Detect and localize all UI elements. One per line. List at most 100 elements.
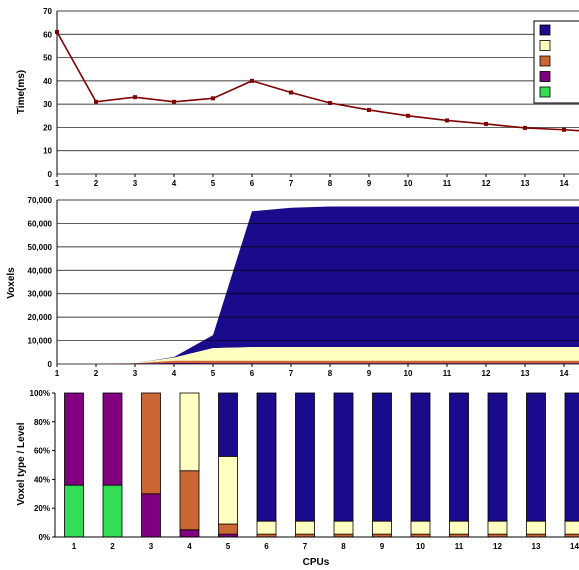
bar-segment-level2 (564, 520, 579, 535)
x-tick-label: 9 (367, 369, 372, 378)
bar-segment-level5 (102, 484, 123, 538)
y-tick-label: 20 (43, 123, 52, 132)
bar-segment-level5 (64, 484, 84, 538)
data-point (484, 121, 488, 126)
data-point (250, 78, 254, 83)
x-tick-label: 10 (404, 179, 413, 188)
y-tick-label: 0% (38, 533, 50, 542)
legend-swatch (539, 24, 551, 36)
y-tick-label: 20,000 (28, 313, 53, 322)
legend-swatch (539, 86, 551, 98)
x-tick-label: 12 (493, 542, 502, 551)
cpus-xlabel: CPUs (303, 557, 330, 568)
x-tick-label: 9 (380, 542, 385, 551)
area-level1 (57, 206, 579, 364)
x-tick-label: 5 (211, 179, 216, 188)
series-line (56, 31, 579, 132)
x-tick-label: 11 (443, 369, 452, 378)
bar-segment-level1 (564, 392, 579, 522)
x-tick-label: 3 (133, 369, 138, 378)
data-point (94, 99, 98, 104)
bar-segment-level2 (256, 520, 277, 535)
x-tick-label: 6 (264, 542, 269, 551)
bar-segment-level2 (218, 455, 238, 525)
x-tick-label: 3 (133, 179, 138, 188)
x-tick-label: 3 (149, 542, 154, 551)
data-point (211, 96, 215, 101)
legend (533, 20, 579, 104)
bar-segment-level1 (295, 392, 315, 522)
voxels-area-chart: 0 10,000 20,000 30,000 40,000 50,000 60,000 70,… (28, 196, 579, 378)
x-tick-label: 6 (250, 369, 255, 378)
y-tick-label: 10 (43, 147, 52, 156)
bar-segment-level1 (410, 392, 431, 522)
y-tick-label: 60% (34, 447, 50, 456)
x-tick-label: 2 (94, 369, 99, 378)
bar-segment-level2 (449, 520, 469, 535)
x-tick-label: 13 (521, 369, 530, 378)
x-tick-label: 8 (328, 369, 333, 378)
x-tick-label: 13 (521, 179, 530, 188)
y-tick-label: 30 (43, 100, 52, 109)
y-tick-label: 70 (43, 7, 52, 16)
x-tick-label: 14 (560, 179, 569, 188)
bar-segment-level4 (64, 392, 84, 486)
area-level2 (57, 347, 579, 364)
bar-segment-level1 (333, 392, 354, 522)
voxel-type-bar-chart: 1 2 3 4 5 6 7 8 9 10 11 12 13 140%20%40%60%80%100% (30, 389, 579, 551)
x-tick-label: 7 (289, 369, 294, 378)
x-tick-label: 14 (570, 542, 579, 551)
data-point (328, 100, 332, 105)
time-ylabel: Time(ms) (16, 70, 27, 114)
data-point (289, 90, 293, 95)
voxels-ylabel: Voxels (6, 267, 17, 299)
x-tick-label: 5 (211, 369, 216, 378)
bar-segment-level2 (372, 520, 392, 535)
y-tick-label: 40% (34, 475, 50, 484)
x-tick-label: 11 (443, 179, 452, 188)
x-tick-label: 4 (187, 542, 192, 551)
bar-segment-level2 (295, 520, 315, 535)
y-tick-label: 20% (34, 504, 50, 513)
x-tick-label: 9 (367, 179, 372, 188)
y-tick-label: 50 (43, 54, 52, 63)
bar-segment-level2 (179, 392, 200, 472)
y-tick-label: 0 (48, 360, 53, 369)
y-tick-label: 60 (43, 30, 52, 39)
x-tick-label: 13 (532, 542, 541, 551)
bar-segment-level1 (372, 392, 392, 522)
bar-segment-level4 (141, 493, 161, 538)
y-tick-label: 0 (48, 170, 53, 179)
area-level3 (57, 360, 579, 364)
bar-segment-level1 (526, 392, 546, 522)
legend-swatch (539, 71, 551, 82)
bar-segment-level2 (487, 520, 508, 535)
legend-swatch (539, 55, 551, 67)
x-tick-label: 2 (110, 542, 115, 551)
bar-segment-level4 (102, 392, 123, 486)
x-tick-label: 11 (455, 542, 464, 551)
y-tick-label: 60,000 (28, 219, 53, 228)
y-tick-label: 80% (34, 418, 50, 427)
y-tick-label: 30,000 (28, 290, 53, 299)
y-tick-label: 10,000 (28, 337, 53, 346)
x-tick-label: 6 (250, 179, 255, 188)
legend-swatch (539, 40, 551, 51)
bar-segment-level4 (179, 529, 200, 538)
x-tick-label: 10 (404, 369, 413, 378)
y-tick-label: 40 (43, 77, 52, 86)
y-tick-label: 50,000 (28, 243, 53, 252)
bar-segment-level1 (449, 392, 469, 522)
data-point (133, 95, 137, 100)
bar-segment-level3 (179, 470, 200, 531)
x-tick-label: 12 (482, 179, 491, 188)
data-point (523, 125, 527, 130)
bar-segment-level2 (333, 520, 354, 535)
bar-segment-level3 (141, 392, 161, 495)
bar-segment-level1 (256, 392, 277, 522)
bar-segment-level2 (526, 520, 546, 535)
x-tick-label: 4 (172, 179, 177, 188)
x-tick-label: 7 (303, 542, 308, 551)
